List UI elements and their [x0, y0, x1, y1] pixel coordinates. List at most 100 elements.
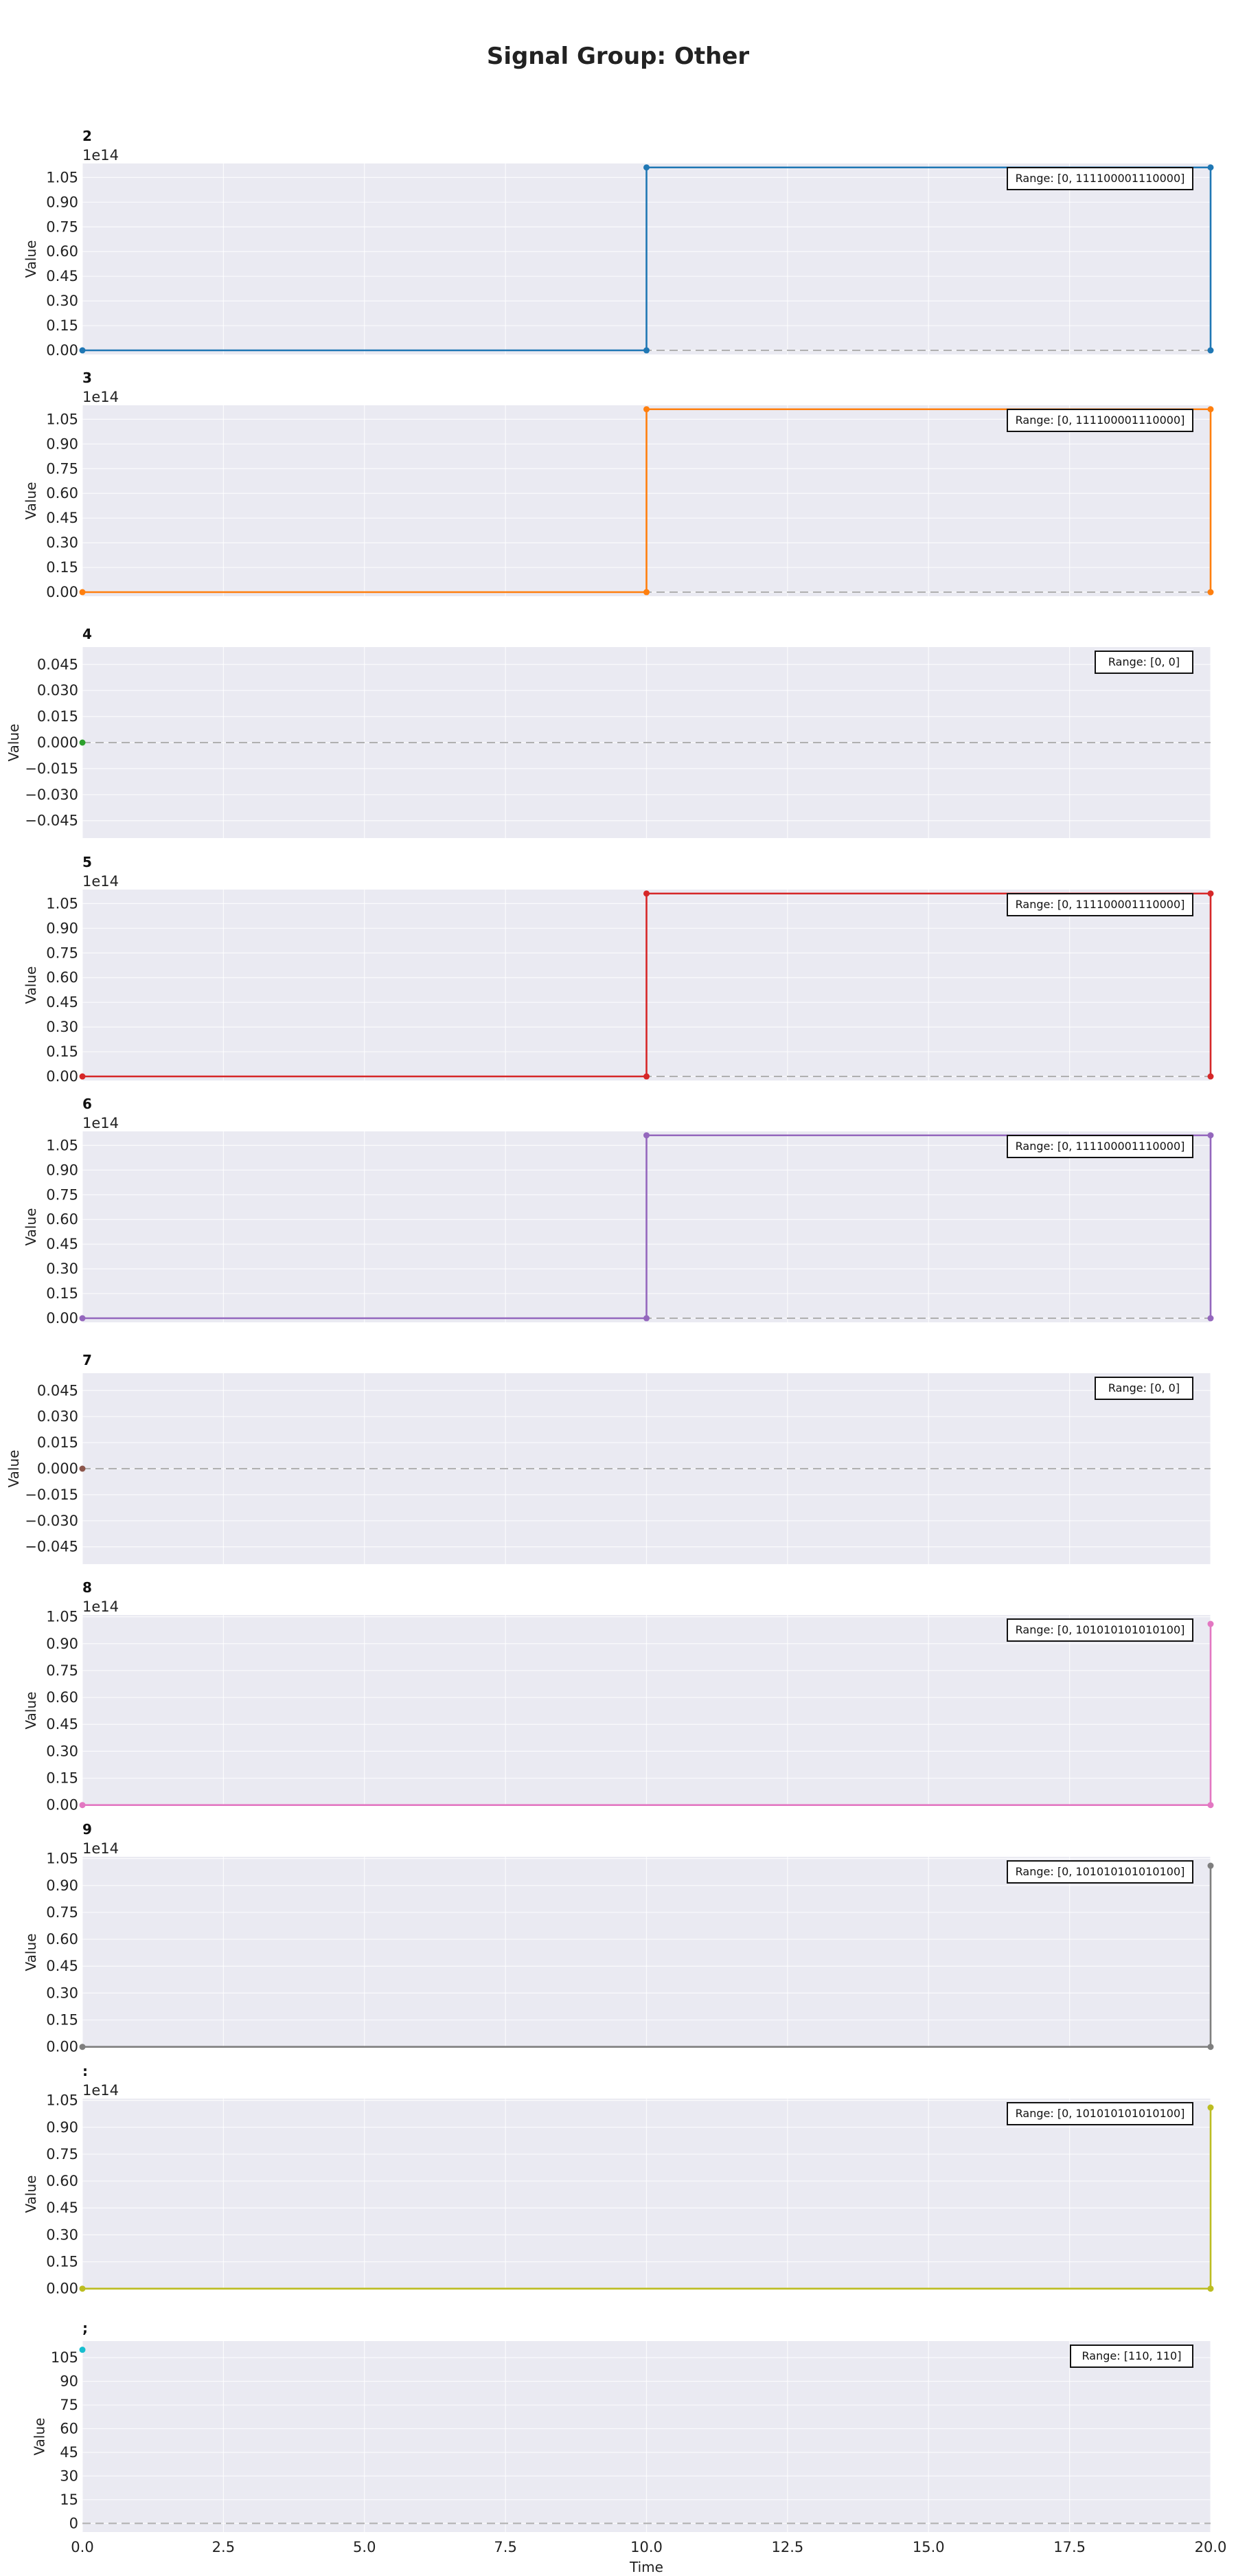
y-tick-label: −0.045 [25, 813, 78, 829]
data-point [1207, 1315, 1214, 1322]
data-point [643, 406, 650, 413]
y-tick-label: 0.00 [46, 2281, 78, 2297]
range-annotation-box [1070, 2345, 1193, 2368]
y-tick-label: 0.00 [46, 584, 78, 600]
y-axis-label: Value [23, 1934, 39, 1971]
y-tick-label: 30 [60, 2467, 78, 2484]
range-annotation-box [1007, 893, 1193, 916]
data-point [643, 1315, 650, 1322]
y-tick-label: 0.15 [46, 317, 78, 334]
x-tick-label: 7.5 [494, 2539, 516, 2555]
subplot-title: 4 [82, 626, 92, 642]
y-tick-label: −0.030 [25, 1513, 78, 1529]
y-tick-label: 0.60 [46, 1211, 78, 1228]
y-tick-label: 0.45 [46, 2200, 78, 2216]
subplot-title: 6 [82, 1096, 92, 1112]
y-tick-label: 0 [69, 2515, 78, 2531]
data-point [1207, 589, 1214, 596]
data-point [79, 2347, 86, 2353]
y-tick-label: 60 [60, 2421, 78, 2437]
y-tick-label: 0.90 [46, 194, 78, 210]
subplot-title: 3 [82, 370, 92, 386]
y-tick-label: 0.30 [46, 1743, 78, 1759]
subplot-title: 9 [82, 1821, 92, 1838]
data-point [79, 1315, 86, 1322]
y-tick-label: 0.045 [37, 656, 78, 673]
data-point [643, 890, 650, 897]
y-tick-label: 0.90 [46, 920, 78, 936]
y-tick-label: 0.30 [46, 2226, 78, 2243]
y-tick-label: 0.45 [46, 1958, 78, 1974]
y-tick-label: −0.015 [25, 1487, 78, 1503]
y-tick-label: 0.00 [46, 2039, 78, 2055]
y-tick-label: 0.15 [46, 1043, 78, 1060]
data-point [1207, 1073, 1214, 1080]
y-tick-label: 0.45 [46, 268, 78, 284]
data-point [1207, 406, 1214, 413]
y-tick-label: 1.05 [46, 411, 78, 427]
axis-offset-text: 1e14 [82, 389, 119, 405]
data-point [1207, 164, 1214, 171]
range-annotation-box [1007, 2102, 1193, 2125]
subplot-title: ; [82, 2320, 88, 2336]
y-tick-label: 0.60 [46, 1931, 78, 1947]
y-axis-label: Value [32, 2418, 48, 2456]
y-tick-label: 1.05 [46, 169, 78, 185]
y-tick-label: 0.15 [46, 1770, 78, 1787]
data-point [1207, 2104, 1214, 2111]
y-tick-label: 45 [60, 2444, 78, 2461]
data-point [79, 1802, 86, 1809]
subplot-title: : [82, 2063, 88, 2079]
y-tick-label: 0.15 [46, 2254, 78, 2270]
y-tick-label: 1.05 [46, 2092, 78, 2109]
y-tick-label: 15 [60, 2492, 78, 2508]
range-annotation-box [1095, 1377, 1193, 1400]
axis-offset-text: 1e14 [82, 1598, 119, 1615]
data-point [1207, 1862, 1214, 1869]
range-annotation: Range: [110, 110] [1082, 2349, 1182, 2362]
y-tick-label: 0.45 [46, 994, 78, 1010]
x-tick-label: 12.5 [771, 2539, 803, 2555]
y-tick-label: 0.030 [37, 1408, 78, 1425]
y-axis-label: Value [23, 482, 39, 520]
y-tick-label: 0.00 [46, 342, 78, 359]
data-point [1207, 347, 1214, 354]
y-tick-label: 0.75 [46, 1904, 78, 1921]
y-tick-label: 0.60 [46, 485, 78, 501]
figure-title: Signal Group: Other [486, 43, 750, 70]
y-axis-label: Value [23, 967, 39, 1004]
data-point [79, 2044, 86, 2050]
subplot-title: 5 [82, 854, 92, 870]
y-tick-label: 0.60 [46, 243, 78, 260]
range-annotation-box [1007, 167, 1193, 190]
x-tick-label: 17.5 [1053, 2539, 1086, 2555]
range-annotation-box [1007, 1618, 1193, 1642]
y-axis-label: Value [5, 1450, 22, 1488]
range-annotation: Range: [0, 101010101010100] [1016, 2107, 1185, 2120]
range-annotation: Range: [0, 0] [1108, 655, 1180, 668]
axis-offset-text: 1e14 [82, 147, 119, 163]
x-tick-label: 15.0 [913, 2539, 945, 2555]
y-tick-label: −0.030 [25, 787, 78, 803]
x-tick-label: 0.0 [71, 2539, 93, 2555]
data-point [1207, 1132, 1214, 1139]
y-axis-label: Value [23, 2176, 39, 2213]
range-annotation-box [1007, 1860, 1193, 1884]
data-point [643, 1132, 650, 1139]
y-tick-label: 0.75 [46, 2146, 78, 2162]
y-tick-label: 75 [60, 2397, 78, 2413]
data-point [643, 164, 650, 171]
x-tick-label: 20.0 [1195, 2539, 1227, 2555]
y-tick-label: 0.90 [46, 1877, 78, 1894]
y-tick-label: 0.00 [46, 1310, 78, 1326]
y-tick-label: 0.000 [37, 734, 78, 751]
data-point [1207, 890, 1214, 897]
y-tick-label: 1.05 [46, 1851, 78, 1867]
y-tick-label: 0.90 [46, 1636, 78, 1652]
y-tick-label: 1.05 [46, 1609, 78, 1625]
y-tick-label: 0.75 [46, 1662, 78, 1679]
y-axis-label: Value [23, 1692, 39, 1730]
y-axis-label: Value [5, 724, 22, 762]
